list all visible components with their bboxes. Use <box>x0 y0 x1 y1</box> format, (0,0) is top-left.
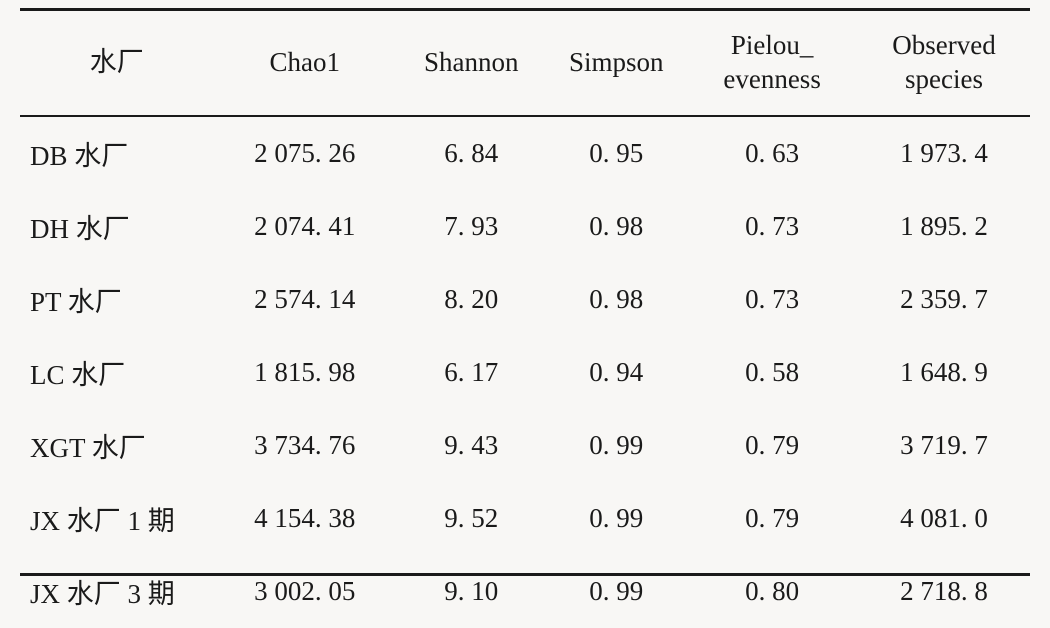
col-header-chao1: Chao1 <box>213 11 396 116</box>
col-header-simpson: Simpson <box>546 11 686 116</box>
col-header-shannon: Shannon <box>396 11 546 116</box>
cell-observed: 1 895. 2 <box>858 190 1030 263</box>
cell-simpson: 0. 98 <box>546 190 686 263</box>
table-header: 水厂 Chao1 Shannon Simpson Pielou_ evennes… <box>20 11 1030 116</box>
cell-chao1: 2 574. 14 <box>213 263 396 336</box>
cell-plant: JX 水厂 3 期 <box>20 555 213 628</box>
cell-plant: DH 水厂 <box>20 190 213 263</box>
table-row: DH 水厂 2 074. 41 7. 93 0. 98 0. 73 1 895.… <box>20 190 1030 263</box>
cell-observed: 2 359. 7 <box>858 263 1030 336</box>
cell-shannon: 9. 10 <box>396 555 546 628</box>
table-row: JX 水厂 1 期 4 154. 38 9. 52 0. 99 0. 79 4 … <box>20 482 1030 555</box>
cell-pielou: 0. 63 <box>686 116 858 190</box>
cell-plant: DB 水厂 <box>20 116 213 190</box>
table-row: JX 水厂 3 期 3 002. 05 9. 10 0. 99 0. 80 2 … <box>20 555 1030 628</box>
cell-shannon: 6. 17 <box>396 336 546 409</box>
cell-pielou: 0. 80 <box>686 555 858 628</box>
observed-line2: species <box>905 64 983 94</box>
cell-shannon: 8. 20 <box>396 263 546 336</box>
table: 水厂 Chao1 Shannon Simpson Pielou_ evennes… <box>20 11 1030 628</box>
cell-observed: 4 081. 0 <box>858 482 1030 555</box>
pielou-line1: Pielou_ <box>731 30 814 60</box>
cell-pielou: 0. 73 <box>686 263 858 336</box>
table-body: DB 水厂 2 075. 26 6. 84 0. 95 0. 63 1 973.… <box>20 116 1030 628</box>
cell-pielou: 0. 58 <box>686 336 858 409</box>
cell-simpson: 0. 99 <box>546 482 686 555</box>
cell-plant: JX 水厂 1 期 <box>20 482 213 555</box>
header-row: 水厂 Chao1 Shannon Simpson Pielou_ evennes… <box>20 11 1030 116</box>
col-header-observed: Observed species <box>858 11 1030 116</box>
cell-chao1: 2 075. 26 <box>213 116 396 190</box>
cell-shannon: 9. 43 <box>396 409 546 482</box>
cell-shannon: 7. 93 <box>396 190 546 263</box>
cell-observed: 1 973. 4 <box>858 116 1030 190</box>
cell-chao1: 4 154. 38 <box>213 482 396 555</box>
cell-simpson: 0. 98 <box>546 263 686 336</box>
cell-simpson: 0. 99 <box>546 409 686 482</box>
cell-simpson: 0. 99 <box>546 555 686 628</box>
pielou-line2: evenness <box>723 64 820 94</box>
cell-shannon: 6. 84 <box>396 116 546 190</box>
cell-chao1: 3 734. 76 <box>213 409 396 482</box>
cell-pielou: 0. 79 <box>686 409 858 482</box>
cell-observed: 3 719. 7 <box>858 409 1030 482</box>
cell-plant: LC 水厂 <box>20 336 213 409</box>
cell-plant: XGT 水厂 <box>20 409 213 482</box>
cell-pielou: 0. 73 <box>686 190 858 263</box>
col-header-plant: 水厂 <box>20 11 213 116</box>
diversity-index-table: 水厂 Chao1 Shannon Simpson Pielou_ evennes… <box>20 8 1030 576</box>
cell-chao1: 1 815. 98 <box>213 336 396 409</box>
cell-simpson: 0. 95 <box>546 116 686 190</box>
cell-pielou: 0. 79 <box>686 482 858 555</box>
cell-plant: PT 水厂 <box>20 263 213 336</box>
cell-shannon: 9. 52 <box>396 482 546 555</box>
table-row: DB 水厂 2 075. 26 6. 84 0. 95 0. 63 1 973.… <box>20 116 1030 190</box>
cell-observed: 2 718. 8 <box>858 555 1030 628</box>
table-row: LC 水厂 1 815. 98 6. 17 0. 94 0. 58 1 648.… <box>20 336 1030 409</box>
table-row: PT 水厂 2 574. 14 8. 20 0. 98 0. 73 2 359.… <box>20 263 1030 336</box>
cell-chao1: 2 074. 41 <box>213 190 396 263</box>
table-row: XGT 水厂 3 734. 76 9. 43 0. 99 0. 79 3 719… <box>20 409 1030 482</box>
cell-simpson: 0. 94 <box>546 336 686 409</box>
cell-chao1: 3 002. 05 <box>213 555 396 628</box>
cell-observed: 1 648. 9 <box>858 336 1030 409</box>
observed-line1: Observed <box>892 30 995 60</box>
col-header-pielou: Pielou_ evenness <box>686 11 858 116</box>
